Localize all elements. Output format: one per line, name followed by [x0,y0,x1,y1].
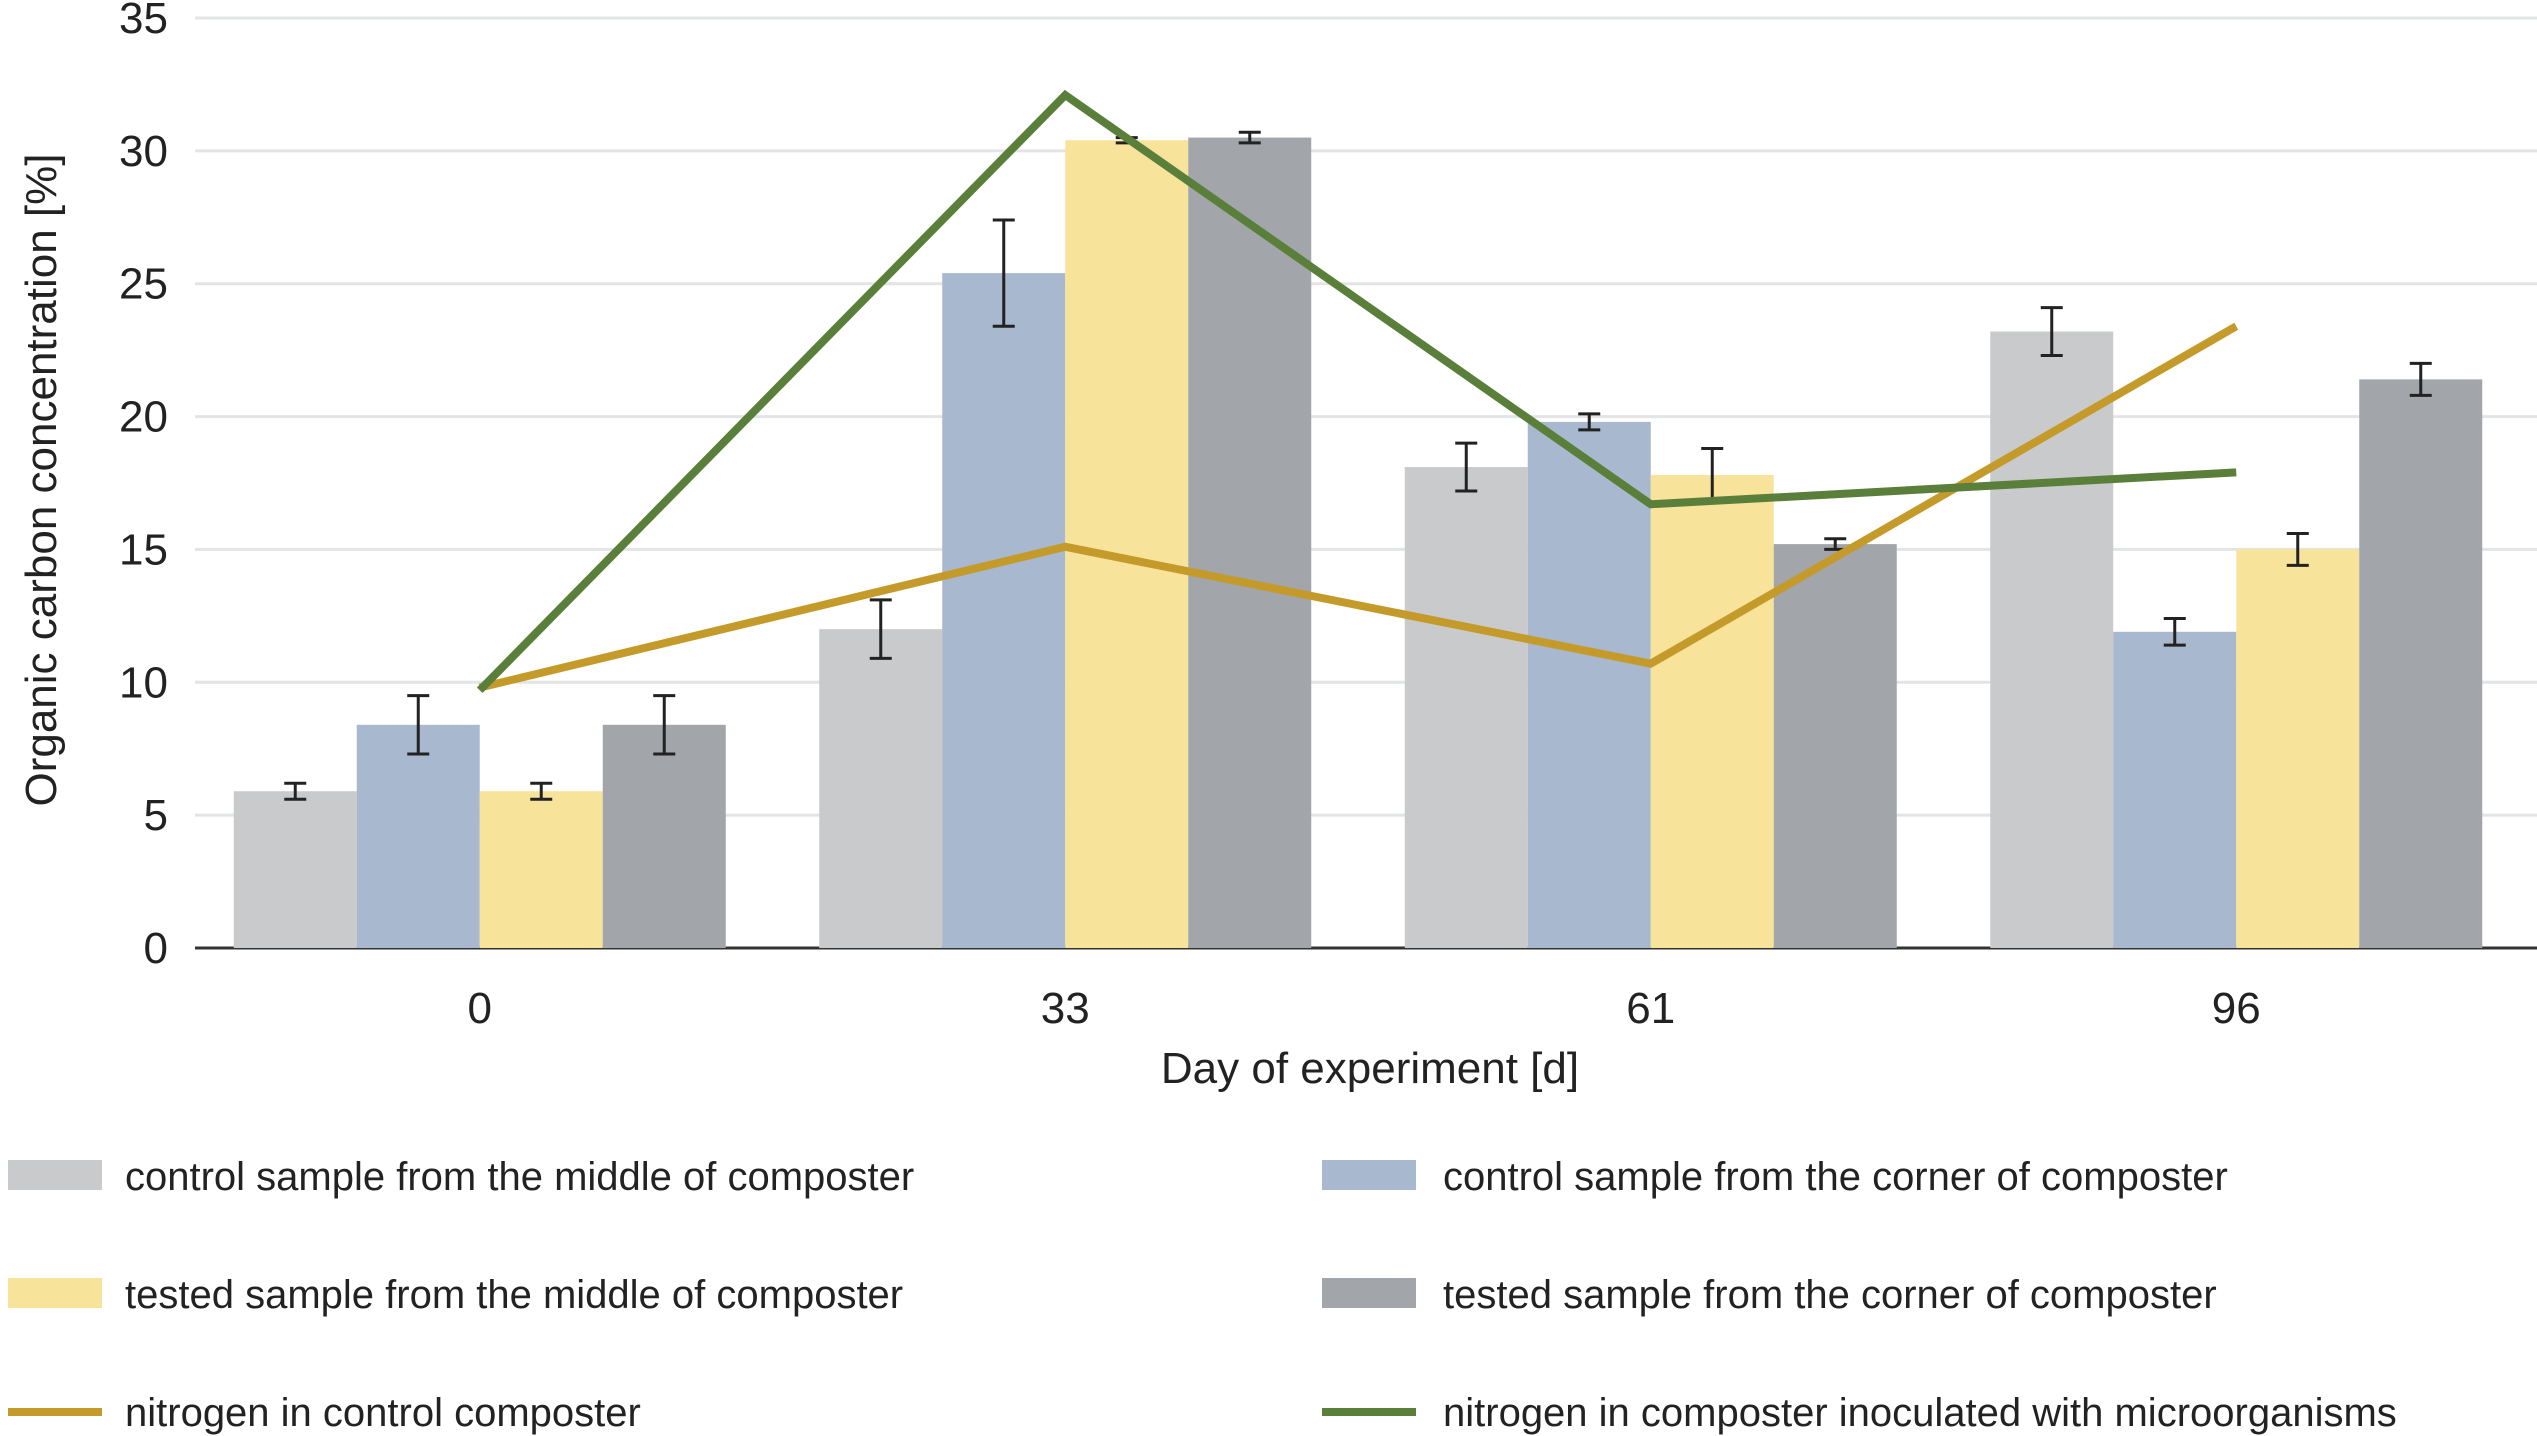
bar [1404,467,1528,948]
legend: control sample from the middle of compos… [8,1155,2397,1435]
y-tick-label: 25 [119,260,168,309]
y-tick-label: 0 [144,924,168,973]
bar [602,724,726,948]
legend-label: tested sample from the middle of compost… [125,1273,903,1317]
series-line [478,322,2239,692]
bar [2113,631,2237,948]
bar [356,724,480,948]
y-tick-label: 10 [119,658,168,707]
y-tick-label: 30 [119,127,168,176]
series-line [476,89,2237,694]
bar [1188,137,1312,949]
x-tick-label: 61 [1626,984,1675,1033]
y-tick-label: 15 [119,525,168,574]
y-tick-label: 35 [119,0,168,43]
y-tick-labels: 0 5 10 15 20 25 30 35 [119,0,168,973]
bar [819,629,943,948]
bars [233,137,2483,949]
x-tick-labels: 0 33 61 96 [468,984,2261,1033]
bar [479,791,603,948]
legend-swatch [1322,1160,1416,1190]
legend-swatch [8,1278,102,1308]
y-tick-label: 20 [119,393,168,442]
y-tick-label: 5 [144,791,168,840]
bar [2236,549,2360,948]
x-axis-title: Day of experiment [d] [1161,1044,1579,1093]
legend-label: tested sample from the corner of compost… [1443,1273,2217,1317]
x-tick-label: 0 [468,984,492,1033]
y-axis-title: Organic carbon concentration [%] [17,153,66,806]
bar [2359,379,2483,948]
bar [1527,421,1651,948]
legend-label: control sample from the corner of compos… [1443,1155,2228,1199]
bar [1650,475,1774,948]
legend-swatch [1322,1278,1416,1308]
legend-swatch [8,1160,102,1190]
legend-label: control sample from the middle of compos… [125,1155,914,1199]
bar [1065,140,1189,948]
x-tick-label: 96 [2212,984,2261,1033]
bar [233,791,357,948]
x-tick-label: 33 [1041,984,1090,1033]
bar [1990,331,2114,948]
legend-label: nitrogen in control composter [125,1391,641,1435]
lines [476,89,2239,694]
legend-label: nitrogen in composter inoculated with mi… [1443,1391,2397,1435]
bar [942,273,1066,949]
gridlines [195,16,2537,950]
bar [1773,544,1897,948]
